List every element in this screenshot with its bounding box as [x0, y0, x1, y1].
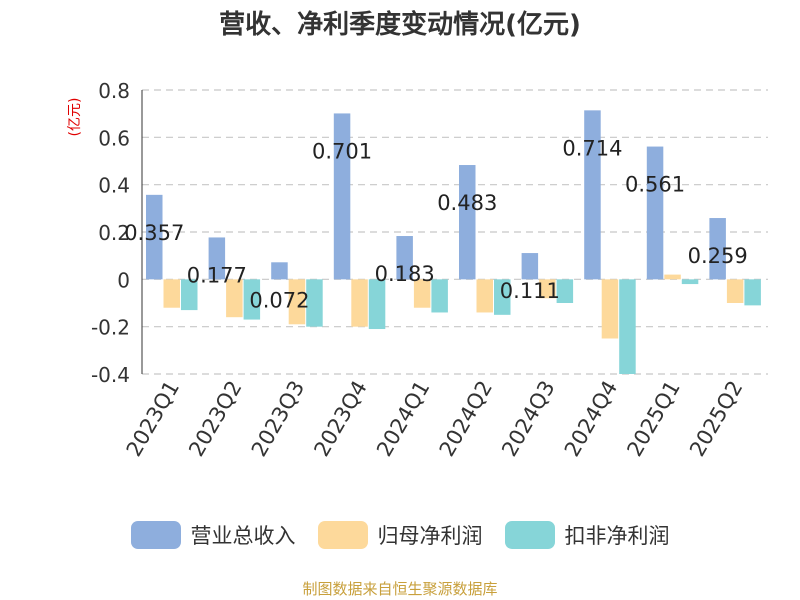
bar-net-profit[interactable]	[163, 279, 181, 308]
y-axis: -0.4 -0.2 0 0.2 0.4 0.6 0.8	[91, 79, 143, 387]
bar-deducted-profit[interactable]	[181, 279, 198, 311]
legend-swatch-deducted-profit	[504, 521, 555, 549]
bar-deducted-profit[interactable]	[681, 279, 699, 285]
bar-net-profit[interactable]	[288, 279, 306, 325]
data-label: 0.177	[187, 263, 247, 287]
bar-revenue[interactable]	[521, 253, 539, 280]
bar-deducted-profit[interactable]	[619, 279, 636, 374]
x-tick-label: 2024Q3	[497, 377, 559, 461]
x-tick-label: 2024Q1	[372, 377, 434, 461]
bar-revenue[interactable]	[709, 218, 726, 280]
bar-deducted-profit[interactable]	[368, 279, 386, 330]
data-label: 0.483	[437, 191, 497, 215]
bar-net-profit[interactable]	[351, 279, 368, 327]
y-tick-label: -0.2	[91, 316, 130, 340]
bar-deducted-profit[interactable]	[556, 279, 574, 303]
x-axis: 2023Q1 2023Q2 2023Q3 2023Q4 2024Q1 2024Q2 2024…	[122, 377, 748, 461]
data-label: 0.714	[562, 136, 622, 160]
data-label: 0.357	[124, 221, 184, 245]
data-label: 0.259	[688, 244, 748, 268]
bar-deducted-profit[interactable]	[306, 279, 323, 327]
legend-item-deducted-profit[interactable]: 扣非净利润	[504, 520, 670, 550]
bar-deducted-profit[interactable]	[431, 279, 448, 313]
bar-net-profit[interactable]	[226, 279, 243, 318]
bar-deducted-profit[interactable]	[243, 279, 261, 320]
bar-revenue[interactable]	[459, 165, 476, 280]
legend-swatch-net-profit	[317, 521, 368, 549]
bar-revenue[interactable]	[333, 113, 351, 280]
legend: 营业总收入 归母净利润 扣非净利润	[0, 518, 800, 552]
x-tick-label: 2025Q1	[622, 377, 684, 461]
data-label: 0.561	[625, 173, 685, 197]
bar-net-profit[interactable]	[413, 279, 431, 308]
bar-net-profit[interactable]	[539, 279, 556, 299]
bar-revenue[interactable]	[271, 262, 288, 280]
y-tick-label: -0.4	[91, 363, 130, 387]
x-tick-label: 2023Q4	[309, 377, 371, 461]
bar-net-profit[interactable]	[601, 279, 619, 339]
legend-label-revenue: 营业总收入	[190, 524, 296, 548]
y-tick-label: 0.6	[98, 126, 130, 150]
y-axis-label: (亿元)	[67, 98, 83, 137]
legend-item-net-profit[interactable]: 归母净利润	[317, 520, 483, 550]
data-label: 0.072	[249, 288, 309, 312]
legend-item-revenue[interactable]: 营业总收入	[130, 520, 296, 550]
data-label: 0.701	[312, 139, 372, 163]
x-tick-label: 2025Q2	[685, 377, 747, 461]
bar-revenue[interactable]	[646, 146, 664, 280]
y-tick-label: 0.2	[98, 221, 130, 245]
gridlines	[142, 89, 768, 375]
source-note: 制图数据来自恒生聚源数据库	[302, 580, 498, 598]
bar-revenue[interactable]	[146, 194, 163, 280]
bar-net-profit[interactable]	[664, 274, 681, 280]
x-tick-label: 2023Q1	[122, 377, 184, 461]
legend-swatch-revenue	[130, 521, 181, 549]
bar-net-profit[interactable]	[476, 279, 494, 313]
bar-deducted-profit[interactable]	[494, 279, 511, 315]
x-tick-label: 2023Q3	[247, 377, 309, 461]
bar-revenue[interactable]	[208, 237, 226, 280]
y-tick-label: 0.8	[98, 79, 130, 103]
bar-net-profit[interactable]	[726, 279, 744, 303]
x-tick-label: 2024Q4	[560, 377, 622, 461]
y-tick-label: 0	[117, 268, 130, 292]
legend-label-deducted-profit: 扣非净利润	[564, 524, 670, 548]
data-label: 0.183	[375, 262, 435, 286]
x-tick-label: 2023Q2	[184, 377, 246, 461]
x-tick-label: 2024Q2	[435, 377, 497, 461]
bar-deducted-profit[interactable]	[744, 279, 761, 306]
bar-revenue[interactable]	[396, 236, 413, 280]
legend-label-net-profit: 归母净利润	[377, 524, 483, 548]
bars	[146, 110, 761, 374]
bar-revenue[interactable]	[584, 110, 601, 280]
data-label: 0.111	[500, 279, 560, 303]
y-tick-label: 0.4	[98, 174, 130, 198]
chart-title: 营收、净利季度变动情况(亿元)	[219, 9, 581, 40]
